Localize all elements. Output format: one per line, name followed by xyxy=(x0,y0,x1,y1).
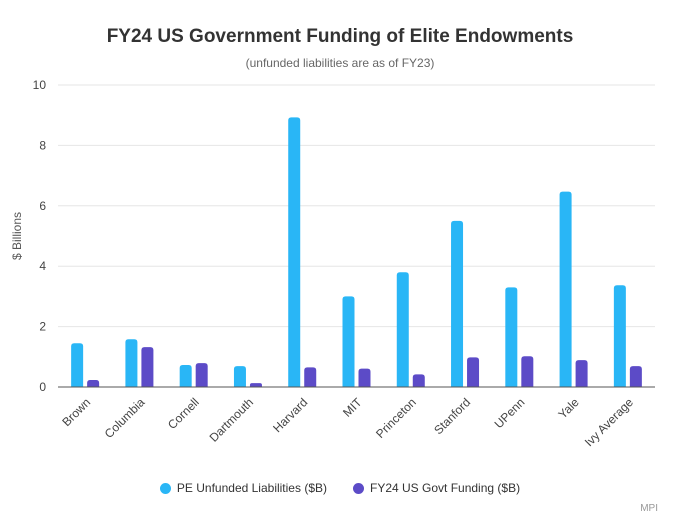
y-tick-label: 4 xyxy=(39,259,46,273)
x-tick-label: Yale xyxy=(555,395,581,421)
bar-govt-funding-dartmouth[interactable] xyxy=(249,383,262,387)
x-tick-label: Brown xyxy=(59,395,93,429)
legend-item-govt-funding[interactable]: FY24 US Govt Funding ($B) xyxy=(353,481,520,495)
bar-govt-funding-brown[interactable] xyxy=(87,380,100,387)
legend-label-pe-unfunded: PE Unfunded Liabilities ($B) xyxy=(176,481,327,495)
bar-pe-unfunded-princeton[interactable] xyxy=(396,272,409,387)
bar-pe-unfunded-mit[interactable] xyxy=(342,296,355,387)
legend: PE Unfunded Liabilities ($B) FY24 US Gov… xyxy=(0,481,680,495)
x-tick-label: Dartmouth xyxy=(207,395,257,445)
bar-pe-unfunded-yale[interactable] xyxy=(559,191,572,387)
bar-pe-unfunded-dartmouth[interactable] xyxy=(233,366,246,387)
grid-lines xyxy=(58,84,655,328)
bar-pe-unfunded-upenn[interactable] xyxy=(505,287,518,387)
legend-label-govt-funding: FY24 US Govt Funding ($B) xyxy=(370,481,521,495)
bars xyxy=(71,117,642,388)
bar-govt-funding-mit[interactable] xyxy=(358,368,371,387)
bar-govt-funding-columbia[interactable] xyxy=(141,347,154,387)
source-credit: MPI xyxy=(640,503,658,514)
y-tick-label: 0 xyxy=(39,380,46,394)
bar-pe-unfunded-ivy-average[interactable] xyxy=(613,285,626,387)
bar-govt-funding-upenn[interactable] xyxy=(521,356,534,387)
bar-pe-unfunded-columbia[interactable] xyxy=(125,339,138,387)
y-axis-label: $ Billions xyxy=(10,212,24,260)
x-tick-label: UPenn xyxy=(492,395,528,431)
x-tick-label: MIT xyxy=(340,395,365,420)
legend-item-pe-unfunded[interactable]: PE Unfunded Liabilities ($B) xyxy=(159,481,327,495)
legend-swatch-pe-unfunded xyxy=(159,482,171,494)
x-tick-label: Harvard xyxy=(270,395,310,435)
bar-govt-funding-ivy-average[interactable] xyxy=(629,366,642,387)
bar-govt-funding-harvard[interactable] xyxy=(304,367,317,387)
x-tick-label: Columbia xyxy=(102,395,148,441)
x-tick-label: Stanford xyxy=(431,395,473,437)
bar-pe-unfunded-stanford[interactable] xyxy=(451,220,464,387)
y-tick-label: 2 xyxy=(39,320,46,334)
y-tick-label: 10 xyxy=(33,78,47,92)
x-tick-label: Ivy Average xyxy=(582,395,636,449)
bar-govt-funding-stanford[interactable] xyxy=(467,357,480,387)
bar-govt-funding-cornell[interactable] xyxy=(195,363,208,387)
x-axis-ticks: Brown Columbia Cornell Dartmouth Harvard MIT P… xyxy=(59,395,636,450)
y-tick-label: 6 xyxy=(39,199,46,213)
chart-title: FY24 US Government Funding of Elite Endo… xyxy=(106,26,574,47)
bar-chart: 0 2 4 6 8 10 $ Billions Brown Columbia Cornell D… xyxy=(10,78,655,450)
bar-pe-unfunded-cornell[interactable] xyxy=(179,364,192,387)
y-axis-ticks: 0 2 4 6 8 10 xyxy=(33,78,47,394)
y-tick-label: 8 xyxy=(39,138,46,152)
bar-pe-unfunded-harvard[interactable] xyxy=(288,117,301,388)
x-tick-label: Cornell xyxy=(165,395,202,432)
bar-govt-funding-yale[interactable] xyxy=(575,360,588,387)
bar-govt-funding-princeton[interactable] xyxy=(412,374,425,387)
x-tick-label: Princeton xyxy=(373,395,419,441)
bar-pe-unfunded-brown[interactable] xyxy=(71,343,84,387)
chart-subtitle: (unfunded liabilities are as of FY23) xyxy=(245,56,435,70)
legend-swatch-govt-funding xyxy=(353,482,364,494)
